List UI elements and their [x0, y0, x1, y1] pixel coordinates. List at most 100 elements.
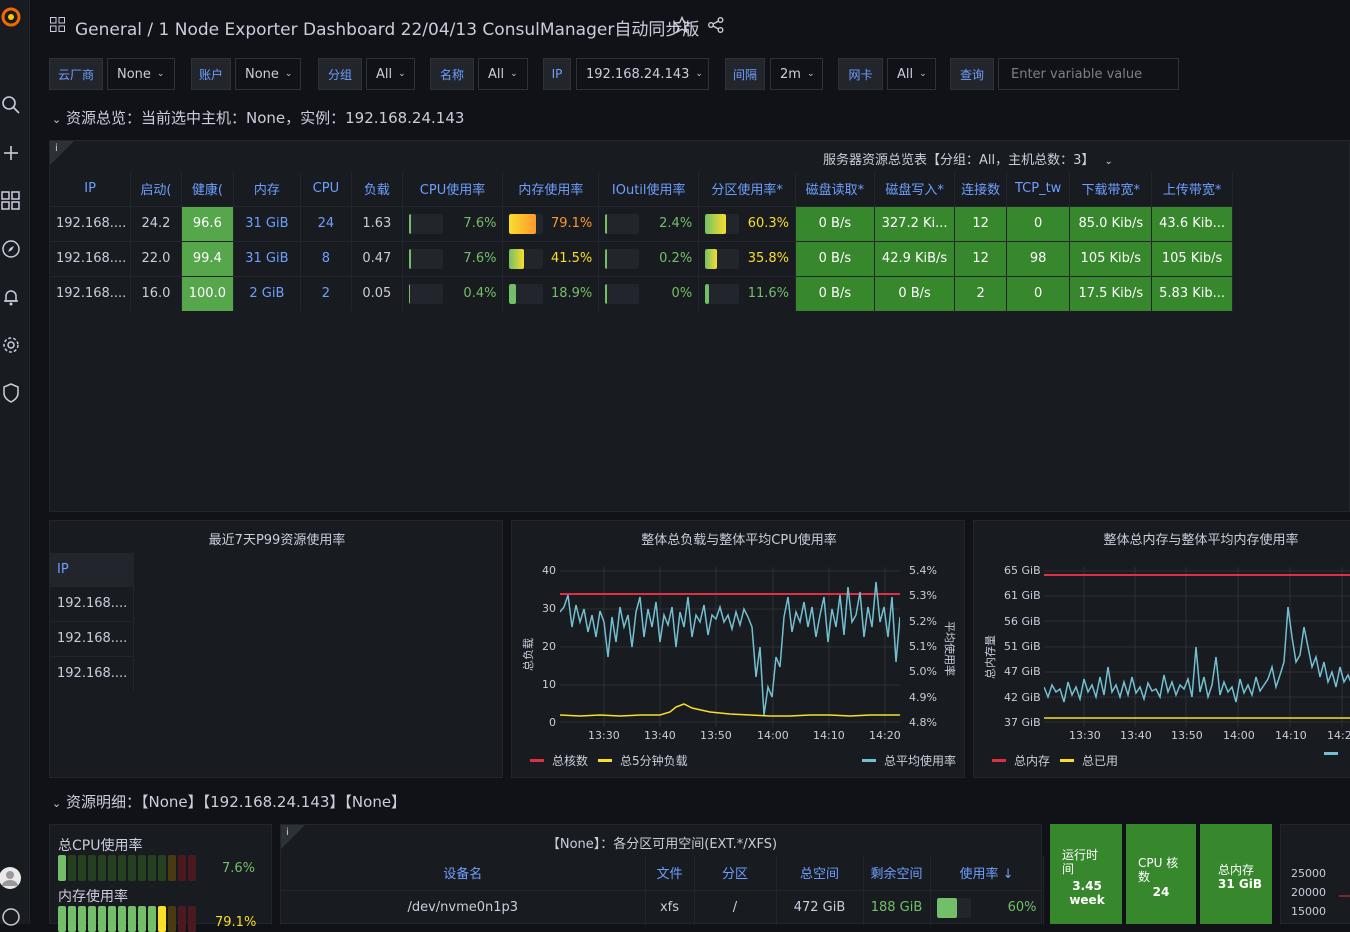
column-header[interactable]: 磁盘写入*	[874, 172, 956, 206]
column-header[interactable]: 磁盘读取*	[795, 172, 875, 206]
panel-title[interactable]: 整体总负载与整体平均CPU使用率	[641, 533, 837, 548]
panel-title[interactable]: 服务器资源总览表【分组：All，主机总数：3】 ⌄	[823, 149, 1113, 168]
var-label-account: 账户	[191, 58, 231, 90]
var-select-nic[interactable]: All ⌄	[887, 58, 936, 90]
column-header-sorted[interactable]: 使用率 ↓	[930, 856, 1044, 890]
explore-icon[interactable]	[0, 238, 22, 260]
gear-icon[interactable]	[0, 334, 22, 356]
cell-mem: 31 GiB	[233, 240, 301, 276]
alerting-bell-icon[interactable]	[0, 286, 22, 308]
y-tick: 65 GiB	[1004, 564, 1041, 577]
column-header[interactable]: CPU使用率	[402, 172, 504, 206]
gauge-segment	[68, 906, 76, 932]
star-icon[interactable]	[672, 15, 692, 38]
cell-disk-read: 0 B/s	[795, 240, 875, 276]
breadcrumb-folder[interactable]: General	[75, 20, 142, 40]
legend-total-cores[interactable]: 总核数	[530, 752, 588, 769]
row-detail[interactable]: ⌄ 资源明细：【None】【192.168.24.143】【None】	[52, 791, 406, 812]
cell-load: 1.63	[351, 205, 403, 241]
var-select-group[interactable]: All ⌄	[366, 58, 415, 90]
column-header[interactable]: TCP_tw	[1006, 172, 1071, 206]
cell-cpu-usage: 7.6%	[402, 205, 504, 241]
var-label-interval: 间隔	[725, 58, 765, 90]
row-detail-title: 资源明细：【None】【192.168.24.143】【None】	[66, 793, 407, 811]
memory-chart-plot[interactable]	[1044, 567, 1350, 727]
cell-disk-write: 42.9 KiB/s	[874, 240, 956, 276]
legend-total-mem[interactable]: 总内存	[992, 752, 1050, 769]
panel-title[interactable]: 最近7天P99资源使用率	[208, 533, 346, 548]
cell-disk-write: 0 B/s	[874, 275, 956, 311]
column-header[interactable]: 内存	[233, 172, 301, 206]
column-header[interactable]: 分区使用率*	[698, 172, 797, 206]
dashboards-icon[interactable]	[0, 190, 22, 212]
var-value: 2m	[780, 66, 801, 82]
y-tick: 15000	[1291, 905, 1326, 918]
column-header[interactable]: 设备名	[281, 856, 646, 890]
cell-load: 0.05	[351, 275, 403, 311]
row-overview[interactable]: ⌄ 资源总览：当前选中主机：None，实例：192.168.24.143	[52, 107, 464, 128]
usage-gauge	[705, 213, 740, 234]
stat-value: 3.45 week	[1069, 879, 1105, 907]
column-header[interactable]: 上传带宽*	[1151, 172, 1233, 206]
dashboard-title[interactable]: 1 Node Exporter Dashboard 22/04/13 Consu…	[158, 20, 700, 40]
cell-download: 17.5 Kib/s	[1069, 275, 1153, 311]
legend-cpu-avg[interactable]: 总平均使用率	[862, 752, 956, 769]
cell-ip: 192.168....	[50, 205, 132, 241]
usage-gauge	[705, 248, 740, 269]
panel-title-text: 服务器资源总览表【分组：All，主机总数：3】	[823, 153, 1095, 168]
column-header[interactable]: 总空间	[776, 856, 864, 890]
plus-icon[interactable]	[0, 142, 22, 164]
y-tick-right: 5.4%	[909, 564, 937, 577]
cell-mem-usage: 79.1%	[502, 205, 600, 241]
column-header[interactable]: 连接数	[954, 172, 1007, 206]
panel-title[interactable]: 【None】：各分区可用空间(EXT.*/XFS)	[546, 837, 778, 852]
legend-mem-used[interactable]: 总已用	[1060, 752, 1118, 769]
grafana-logo-icon[interactable]	[0, 6, 22, 28]
x-tick: 13:40	[644, 729, 676, 742]
gauge-segment	[58, 906, 66, 932]
share-icon[interactable]	[707, 16, 725, 38]
avatar[interactable]	[0, 866, 22, 890]
var-query-input[interactable]: Enter variable value	[998, 58, 1179, 90]
cell-free: 188 GiB	[863, 889, 931, 925]
search-icon[interactable]	[0, 94, 22, 116]
var-select-name[interactable]: All ⌄	[478, 58, 528, 90]
x-tick: 13:40	[1120, 729, 1152, 742]
cell-cpu-usage: 7.6%	[402, 240, 504, 276]
column-header[interactable]: IP	[50, 172, 132, 206]
dashboards-grid-icon[interactable]	[50, 17, 65, 36]
var-select-account[interactable]: None ⌄	[235, 58, 301, 90]
help-icon[interactable]	[0, 906, 22, 928]
column-header[interactable]: 健康(	[181, 172, 235, 206]
column-header[interactable]: 文件	[645, 856, 695, 890]
usage-value: 60.3%	[747, 216, 790, 231]
legend-mem-pct[interactable]	[1324, 752, 1346, 755]
shield-icon[interactable]	[0, 382, 22, 404]
var-select-interval[interactable]: 2m ⌄	[770, 58, 823, 90]
column-header[interactable]: CPU	[300, 172, 353, 206]
cell-io-usage: 0.2%	[598, 240, 700, 276]
column-header-ip[interactable]: IP	[50, 553, 134, 586]
network-chart-plot[interactable]	[1339, 865, 1350, 915]
column-header[interactable]: 负载	[351, 172, 403, 206]
info-icon[interactable]: i	[286, 827, 289, 838]
var-select-ip[interactable]: 192.168.24.143 ⌄	[576, 58, 709, 90]
column-header[interactable]: 分区	[694, 856, 777, 890]
load-chart-plot[interactable]	[560, 567, 900, 727]
cell-health: 99.4	[181, 240, 235, 276]
chevron-down-icon: ⌄	[398, 69, 406, 79]
info-icon[interactable]: i	[55, 143, 58, 154]
series-mem-pct	[1044, 606, 1350, 703]
column-header[interactable]: IOutil使用率	[598, 172, 700, 206]
panel-title[interactable]: 整体总内存与整体平均内存使用率	[1103, 533, 1299, 548]
var-label-cloud: 云厂商	[49, 58, 103, 90]
gauge-segment	[138, 906, 146, 932]
column-header[interactable]: 内存使用率	[502, 172, 600, 206]
legend-load5[interactable]: 总5分钟负载	[598, 752, 688, 769]
var-select-cloud[interactable]: None ⌄	[107, 58, 175, 90]
column-header[interactable]: 启动(	[130, 172, 182, 206]
x-tick: 14:2	[1327, 729, 1350, 742]
y-tick: 40	[542, 564, 556, 577]
column-header[interactable]: 下载带宽*	[1069, 172, 1153, 206]
column-header[interactable]: 剩余空间	[863, 856, 931, 890]
